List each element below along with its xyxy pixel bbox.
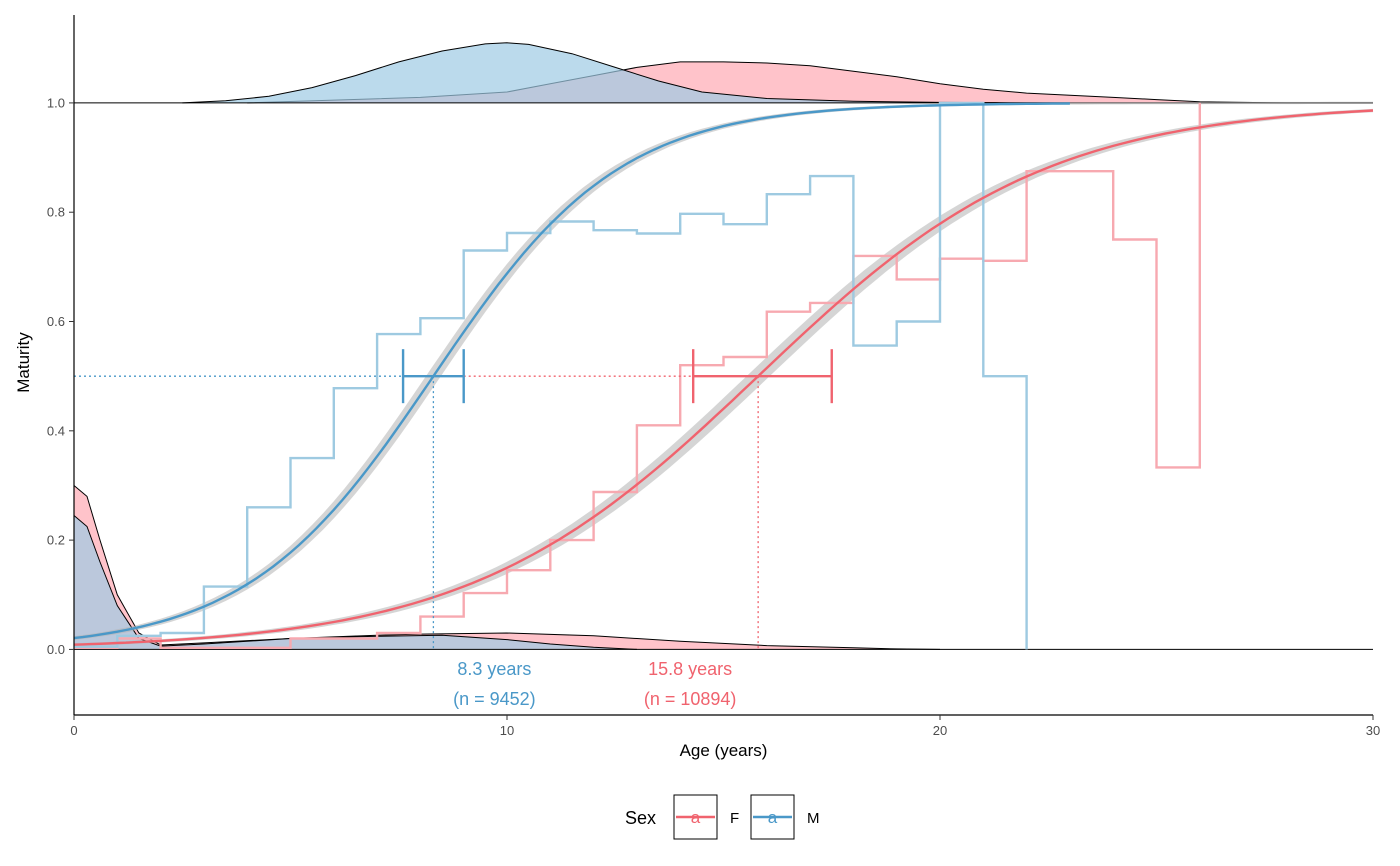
confidence-band-m [74,101,1373,641]
logistic-curve-layer [73,102,1374,646]
y-tick-label: 1.0 [47,95,65,110]
mature-density-outline-m [182,42,1070,104]
a50-sample-size-label-f: (n = 10894) [644,689,737,709]
logistic-curve-f [73,109,1374,646]
observed-proportion-steps-m [74,101,1028,650]
observed-proportion-steps-f [74,102,1201,649]
a50-reference-layer [74,349,833,650]
tick-layer: 0 10 20 30 0.0 0.2 0.4 0.6 0.8 1.0 [47,95,1380,738]
y-tick-label: 0.8 [47,205,65,220]
a50-value-label-f: 15.8 years [648,659,732,679]
mature-density-m [182,42,1070,103]
a50-annotations: 15.8 years (n = 10894) 8.3 years (n = 9452) [453,659,736,709]
a50-value-label-m: 8.3 years [457,659,531,679]
y-axis-title: Maturity [14,332,33,393]
axes [73,15,1373,716]
y-tick-label: 0.0 [47,642,65,657]
legend-key-glyph-f: a [691,808,701,827]
confidence-band-layer [74,101,1373,647]
legend-label-m: M [807,810,820,827]
a50-sample-size-label-m: (n = 9452) [453,689,536,709]
x-tick-label: 20 [933,723,947,738]
immature-density-m [74,515,637,650]
y-tick-label: 0.2 [47,533,65,548]
legend-label-f: F [730,810,739,827]
legend-key-glyph-m: a [768,808,778,827]
legend-title: Sex [625,808,656,828]
x-axis-title: Age (years) [680,741,768,760]
x-tick-label: 30 [1366,723,1380,738]
observed-proportion-layer [74,101,1201,650]
y-tick-label: 0.4 [47,423,65,438]
x-tick-label: 0 [70,723,77,738]
logistic-curve-m [73,102,1070,640]
immature-density-outline-m [73,515,637,650]
x-tick-label: 10 [500,723,514,738]
y-tick-label: 0.6 [47,314,65,329]
